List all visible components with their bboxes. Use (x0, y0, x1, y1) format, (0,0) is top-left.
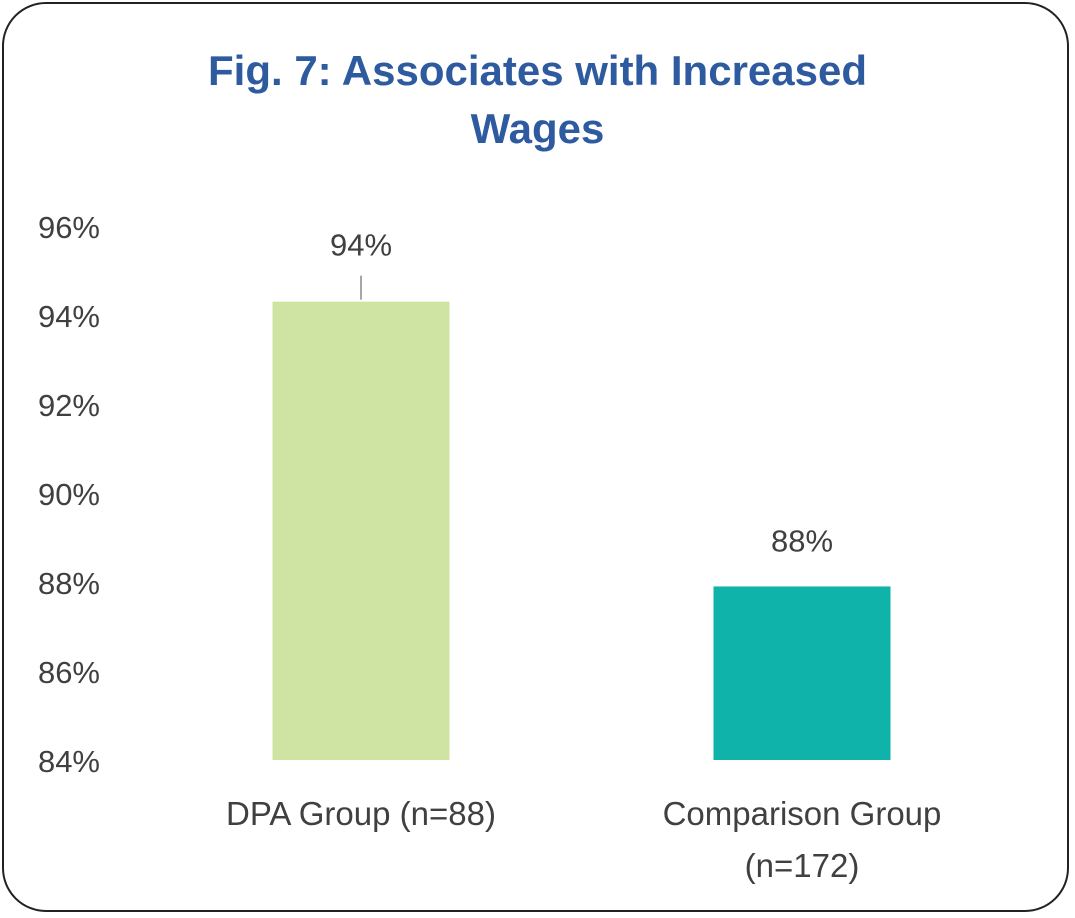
bar (713, 586, 891, 760)
y-tick-label: 94% (38, 299, 100, 334)
y-tick-label: 86% (38, 655, 100, 690)
bar (272, 301, 450, 760)
chart-title-line-1: Fig. 7: Associates with Increased (208, 47, 867, 94)
data-label: 88% (771, 523, 833, 558)
chart-title-line-2: Wages (470, 105, 605, 152)
chart-title: Fig. 7: Associates with Increased Wages (0, 42, 1075, 158)
x-category-label: (n=172) (745, 847, 860, 884)
x-category-label: Comparison Group (663, 795, 942, 832)
y-tick-label: 92% (38, 388, 100, 423)
y-tick-label: 88% (38, 566, 100, 601)
y-tick-label: 96% (38, 210, 100, 245)
x-category-label: DPA Group (n=88) (226, 795, 496, 832)
data-label: 94% (330, 228, 392, 263)
y-tick-label: 90% (38, 477, 100, 512)
y-tick-label: 84% (38, 744, 100, 779)
